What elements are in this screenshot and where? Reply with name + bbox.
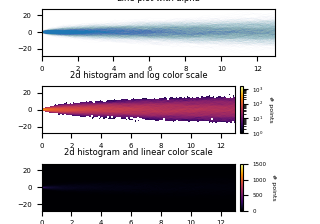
Title: Line plot with alpha: Line plot with alpha bbox=[117, 0, 200, 3]
Y-axis label: # points: # points bbox=[268, 97, 273, 123]
Y-axis label: # points: # points bbox=[271, 174, 276, 200]
Title: 2d histogram and log color scale: 2d histogram and log color scale bbox=[70, 71, 207, 80]
Title: 2d histogram and linear color scale: 2d histogram and linear color scale bbox=[64, 148, 213, 157]
